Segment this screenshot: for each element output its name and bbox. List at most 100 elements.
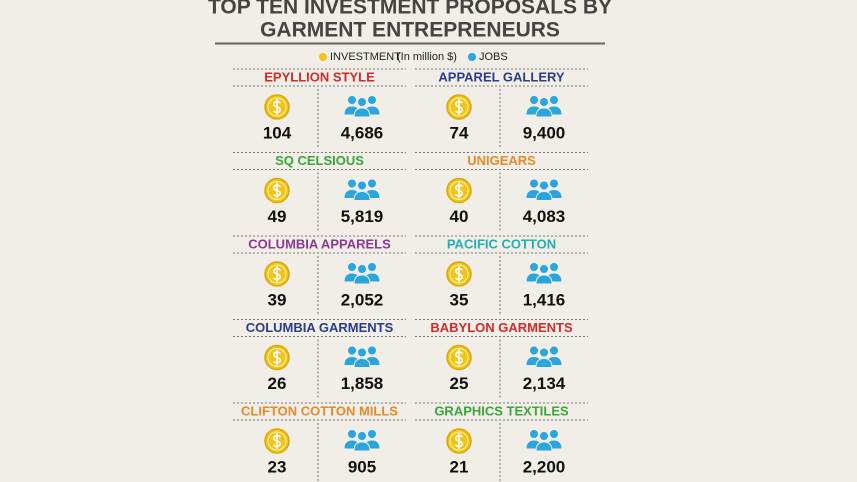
people-icon [343,262,381,285]
investment-value: 49 [268,207,287,226]
people-icon [343,345,381,368]
investment-value: 39 [268,290,287,309]
head [549,429,559,439]
dollar-sign [272,99,282,115]
head [347,345,357,356]
coin-inner [449,264,469,284]
company-name: COLUMBIA APPARELS [248,236,391,251]
body [353,107,371,118]
company-name: EPYLLION STYLE [264,69,375,84]
company-name: SQ CELSIOUS [275,153,364,168]
head [539,431,549,441]
head [549,262,559,272]
body [353,190,371,201]
head [529,262,539,272]
coin-inner [267,431,287,451]
coin-inner [449,431,469,451]
body [535,274,553,285]
dollar-sign [454,349,464,366]
people-icon [343,178,381,201]
people-icon [525,95,563,118]
dollar-sign [454,266,464,282]
head [357,431,367,441]
jobs-value: 2,200 [523,457,566,476]
head [347,429,357,439]
coin-inner [267,97,287,117]
coin-icon [446,94,472,120]
head [539,264,549,274]
jobs-value: 2,052 [341,290,384,309]
head [549,95,559,105]
head [549,345,559,356]
head [367,178,377,189]
body [353,357,371,368]
investment-value: 25 [450,374,469,393]
title-line2: GARMENT ENTREPRENEURS [260,19,560,42]
investment-value: 23 [268,457,287,476]
head [539,97,549,107]
body [535,357,553,368]
company-name: PACIFIC COTTON [447,236,556,251]
coin-icon [264,261,290,287]
legend-label: JOBS [479,51,508,63]
coin-inner [267,181,287,200]
people-icon [525,178,563,201]
jobs-value: 1,858 [341,374,384,393]
head [549,178,559,189]
head [539,347,549,358]
body [353,441,371,452]
dollar-sign [454,99,464,115]
coin-icon [264,344,290,371]
dollar-sign [272,433,282,449]
head [357,347,367,358]
coin-inner [449,181,469,200]
head [367,262,377,272]
jobs-value: 4,686 [341,123,384,142]
people-icon [525,262,563,285]
company-name: GRAPHICS TEXTILES [434,403,569,418]
head [529,345,539,356]
company-name: COLUMBIA GARMENTS [246,320,394,335]
head [529,178,539,189]
investment-value: 40 [450,207,469,226]
investment-value: 21 [450,457,469,476]
legend-label: INVESTMENT [330,51,401,63]
body [535,441,553,452]
legend-unit: (In million $) [397,51,457,63]
coin-inner [267,264,287,284]
head [357,97,367,107]
dollar-sign [454,182,464,199]
coin-icon [264,428,290,454]
investment-value: 74 [450,123,469,142]
jobs-value: 4,083 [523,207,566,226]
body [535,107,553,118]
coin-icon [264,94,290,120]
dollar-sign [454,433,464,449]
legend-dot [468,53,476,61]
investment-value: 35 [450,290,469,309]
coin-inner [267,348,287,367]
head [529,429,539,439]
company-name: BABYLON GARMENTS [430,320,573,335]
jobs-value: 9,400 [523,123,566,142]
dollar-sign [272,349,282,366]
head [347,262,357,272]
coin-inner [449,348,469,367]
coin-icon [264,177,290,204]
jobs-value: 905 [348,457,376,476]
jobs-value: 1,416 [523,290,566,309]
head [347,95,357,105]
head [529,95,539,105]
head [367,429,377,439]
title-line1: TOP TEN INVESTMENT PROPOSALS BY [208,0,612,19]
head [357,264,367,274]
head [347,178,357,189]
people-icon [343,429,381,452]
people-icon [343,95,381,118]
head [357,180,367,191]
people-icon [525,345,563,368]
coin-inner [449,97,469,117]
body [535,190,553,201]
head [367,345,377,356]
